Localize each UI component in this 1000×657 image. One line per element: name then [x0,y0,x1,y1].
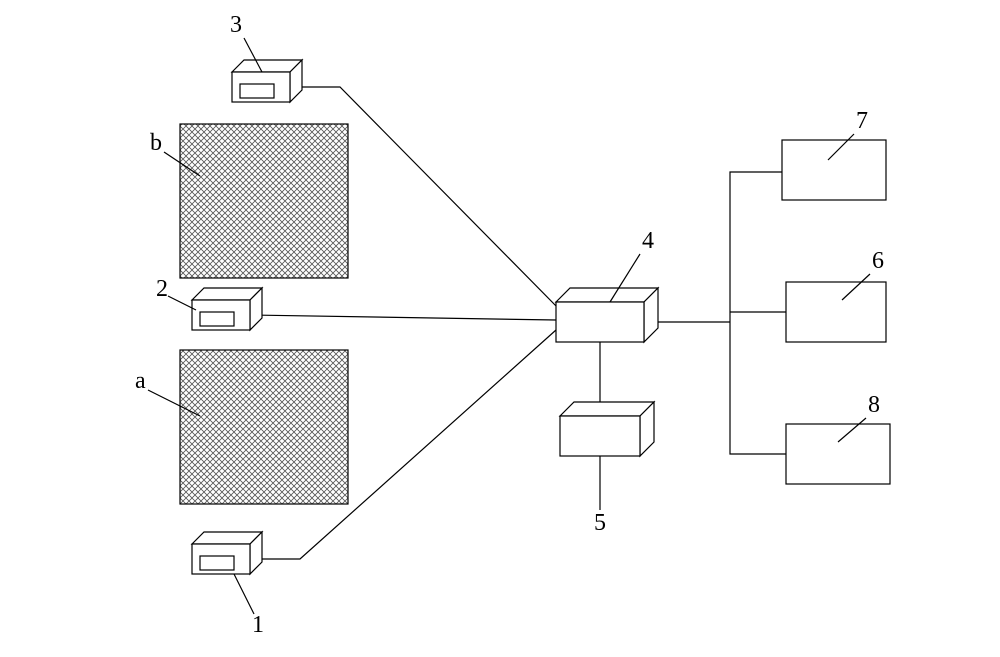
box-7 [782,140,886,200]
box-6 [786,282,886,342]
panel-b [180,124,348,278]
lbl-1: 1 [252,612,264,638]
lbl-3: 3 [230,12,242,38]
lbl-5: 5 [594,510,606,536]
block-4 [556,288,658,342]
camera-1-lens [200,556,234,570]
lbl-b: b [150,130,162,156]
panel-a [180,350,348,504]
camera-1 [192,532,262,574]
lbl-2: 2 [156,276,168,302]
w-branch-dn [730,322,786,454]
box-8 [786,424,890,484]
w-branch-up [730,172,782,322]
lbl-4: 4 [642,228,654,254]
w-cam2-to-4 [250,315,556,320]
camera-3 [232,60,302,102]
lbl-7: 7 [856,108,868,134]
camera-3-lens [240,84,274,98]
lbl-6: 6 [872,248,884,274]
lbl-a: a [135,368,146,394]
block-5 [560,402,654,456]
camera-2 [192,288,262,330]
lbl-1-leader [234,574,254,614]
camera-2-lens [200,312,234,326]
lbl-8: 8 [868,392,880,418]
